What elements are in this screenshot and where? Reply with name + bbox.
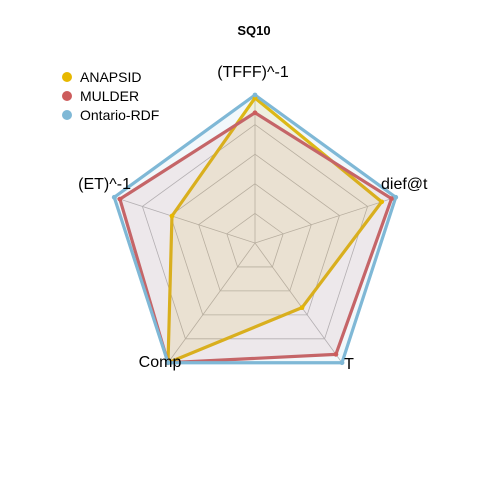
point-mulder-2: [333, 351, 339, 357]
axis-spoke-1: [254, 196, 396, 244]
point-ontario-rdf-4: [111, 194, 117, 200]
axis-label-0: (TFFF)^-1: [217, 64, 289, 81]
legend: ANAPSID MULDER Ontario-RDF: [62, 69, 159, 123]
point-ontario-rdf-0: [252, 92, 258, 98]
axis-label-3: Comp: [139, 354, 182, 371]
point-ontario-rdf-1: [393, 194, 399, 200]
point-mulder-4: [117, 196, 123, 202]
grid-ring-3: [170, 153, 340, 316]
axis-spoke-3: [167, 242, 256, 363]
legend-label-mulder: MULDER: [80, 88, 139, 104]
grid-ring-1: [226, 212, 284, 268]
legend-label-anapsid: ANAPSID: [80, 69, 141, 85]
axis-label-2: T: [344, 356, 354, 373]
series-anapsid: [166, 96, 384, 365]
series-ontario-rdf: [112, 93, 398, 365]
axis-spoke-4: [114, 196, 256, 244]
axis-label-1: dief@t: [381, 176, 428, 193]
axis-labels: (TFFF)^-1 dief@t T Comp (ET)^-1: [78, 64, 428, 373]
point-mulder-0: [252, 110, 258, 116]
legend-label-ontario-rdf: Ontario-RDF: [80, 107, 159, 123]
point-anapsid-2: [299, 305, 305, 311]
legend-marker-mulder: [62, 91, 72, 101]
point-mulder-1: [389, 196, 394, 202]
series-mulder: [118, 111, 394, 365]
point-anapsid-1: [379, 199, 385, 205]
point-ontario-rdf-3: [165, 360, 171, 366]
axis-label-4: (ET)^-1: [78, 176, 131, 193]
legend-marker-ontario-rdf: [62, 110, 72, 120]
axis-spoke-2: [254, 242, 343, 363]
legend-marker-anapsid: [62, 72, 72, 82]
point-anapsid-4: [169, 213, 175, 219]
grid-ring-2: [198, 183, 312, 292]
chart-title: SQ10: [237, 23, 270, 38]
grid-ring-4: [141, 124, 369, 340]
point-ontario-rdf-2: [339, 360, 345, 366]
series-layer: [111, 92, 399, 366]
